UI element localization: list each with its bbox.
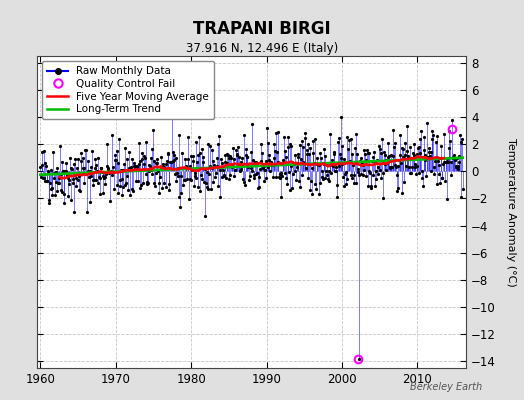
Y-axis label: Temperature Anomaly (°C): Temperature Anomaly (°C)	[506, 138, 516, 286]
Legend: Raw Monthly Data, Quality Control Fail, Five Year Moving Average, Long-Term Tren: Raw Monthly Data, Quality Control Fail, …	[42, 61, 214, 120]
Text: 37.916 N, 12.496 E (Italy): 37.916 N, 12.496 E (Italy)	[186, 42, 338, 55]
Text: Berkeley Earth: Berkeley Earth	[410, 382, 482, 392]
Text: TRAPANI BIRGI: TRAPANI BIRGI	[193, 20, 331, 38]
